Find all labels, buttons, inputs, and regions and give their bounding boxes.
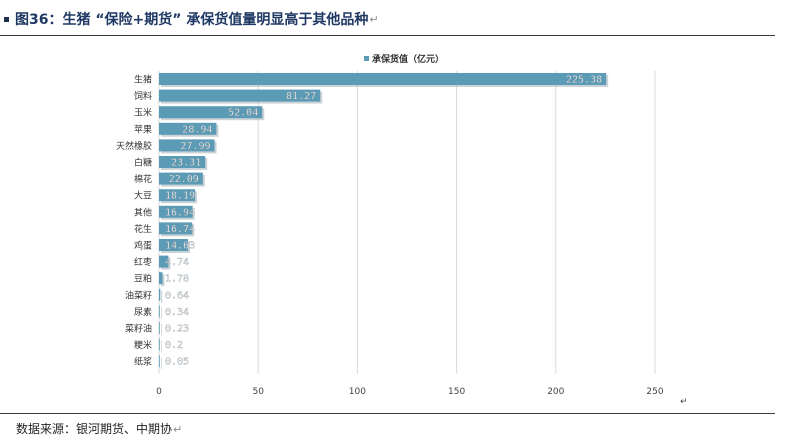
data-label: 22.09 xyxy=(169,174,199,185)
bar xyxy=(159,255,169,268)
data-label: 27.99 xyxy=(180,141,210,152)
title-row: 图36：生猪 “保险+期货” 承保货值量明显高于其他品种 ↵ xyxy=(4,6,779,32)
data-label: 18.19 xyxy=(165,191,195,202)
x-tick-label: 0 xyxy=(156,387,162,397)
category-label: 红枣 xyxy=(134,256,152,268)
data-label: 1.78 xyxy=(165,274,189,285)
category-label: 棉花 xyxy=(134,173,152,185)
bar xyxy=(159,73,607,85)
category-label: 白糖 xyxy=(134,157,152,169)
source-note: 数据来源：银河期货、中期协↵ xyxy=(16,420,182,437)
bar xyxy=(159,239,189,251)
data-label: 0.23 xyxy=(165,324,189,335)
category-label: 玉米 xyxy=(134,107,152,119)
data-label: 28.94 xyxy=(182,124,212,135)
bar xyxy=(159,156,206,168)
bar-shadow xyxy=(161,307,162,320)
data-label: 16.74 xyxy=(165,224,195,235)
bar-shadow xyxy=(161,340,162,353)
data-labels: 225.38 81.27 52.04 28.94 27.99 23.31 22.09 18.1… xyxy=(165,74,602,368)
bullet-square-icon xyxy=(4,16,9,22)
category-label: 菜籽油 xyxy=(125,323,152,335)
bar xyxy=(159,322,160,334)
bar xyxy=(159,222,193,235)
data-label: 23.31 xyxy=(171,158,201,169)
axis-end-mark: ↵ xyxy=(680,397,688,407)
x-axis-ticks: 0 50 100 150 200 250 xyxy=(156,387,664,397)
data-label: 0.05 xyxy=(165,357,189,368)
x-tick-label: 250 xyxy=(646,387,663,397)
category-label: 纸浆 xyxy=(134,356,152,368)
bar xyxy=(159,139,215,152)
legend: 承保货值（亿元） xyxy=(364,53,444,65)
category-label: 天然橡胶 xyxy=(116,140,152,152)
category-label: 苹果 xyxy=(134,123,152,135)
category-label: 豆粕 xyxy=(134,273,152,285)
figure-title: 图36：生猪 “保险+期货” 承保货值量明显高于其他品种 xyxy=(15,12,369,28)
category-label: 油菜籽 xyxy=(125,289,152,301)
legend-swatch xyxy=(364,56,369,61)
bar xyxy=(159,172,203,185)
bars xyxy=(159,73,609,370)
x-tick-label: 200 xyxy=(547,387,564,397)
legend-entry: 承保货值（亿元） xyxy=(372,53,444,65)
category-label: 大豆 xyxy=(134,190,152,202)
bar xyxy=(159,305,160,318)
bar-shadow xyxy=(161,357,162,370)
x-tick-label: 150 xyxy=(448,387,465,397)
bar-shadow xyxy=(161,274,165,287)
category-label: 其他 xyxy=(134,206,152,218)
bar xyxy=(159,189,196,202)
data-label: 225.38 xyxy=(566,75,602,86)
bar xyxy=(159,355,160,368)
bar xyxy=(159,338,160,351)
data-label: 16.94 xyxy=(165,207,195,218)
category-label: 鸡蛋 xyxy=(134,240,152,252)
data-label: 52.04 xyxy=(228,108,258,119)
bar-shadow xyxy=(161,290,163,303)
bar xyxy=(159,272,163,285)
data-label: 81.27 xyxy=(286,91,316,102)
category-label: 粳米 xyxy=(134,339,152,351)
return-mark: ↵ xyxy=(173,423,183,436)
top-rule xyxy=(0,35,775,36)
return-mark: ↵ xyxy=(369,12,379,26)
bar xyxy=(159,205,193,218)
bar xyxy=(159,89,321,102)
bottom-rule xyxy=(0,413,775,414)
category-label: 饲料 xyxy=(134,90,152,102)
category-label: 生猪 xyxy=(134,74,152,86)
x-tick-label: 100 xyxy=(349,387,366,397)
data-label: 0.34 xyxy=(165,307,189,318)
data-label: 4.74 xyxy=(165,257,189,268)
source-text: 数据来源：银河期货、中期协 xyxy=(16,422,173,436)
bar xyxy=(159,106,263,119)
x-tick-label: 50 xyxy=(252,387,264,397)
category-label: 花生 xyxy=(134,223,152,235)
bar-chart: 承保货值（亿元） 生猪饲料玉米苹果天然橡胶白糖棉花大豆其他花生鸡蛋红枣豆粕油菜籽… xyxy=(116,53,688,407)
category-label: 尿素 xyxy=(134,306,152,318)
bar-shadow xyxy=(161,324,162,336)
data-label: 14.63 xyxy=(165,241,195,252)
bar xyxy=(159,122,217,135)
data-label: 0.64 xyxy=(165,290,189,301)
bar xyxy=(159,288,161,301)
data-label: 0.2 xyxy=(165,340,183,351)
